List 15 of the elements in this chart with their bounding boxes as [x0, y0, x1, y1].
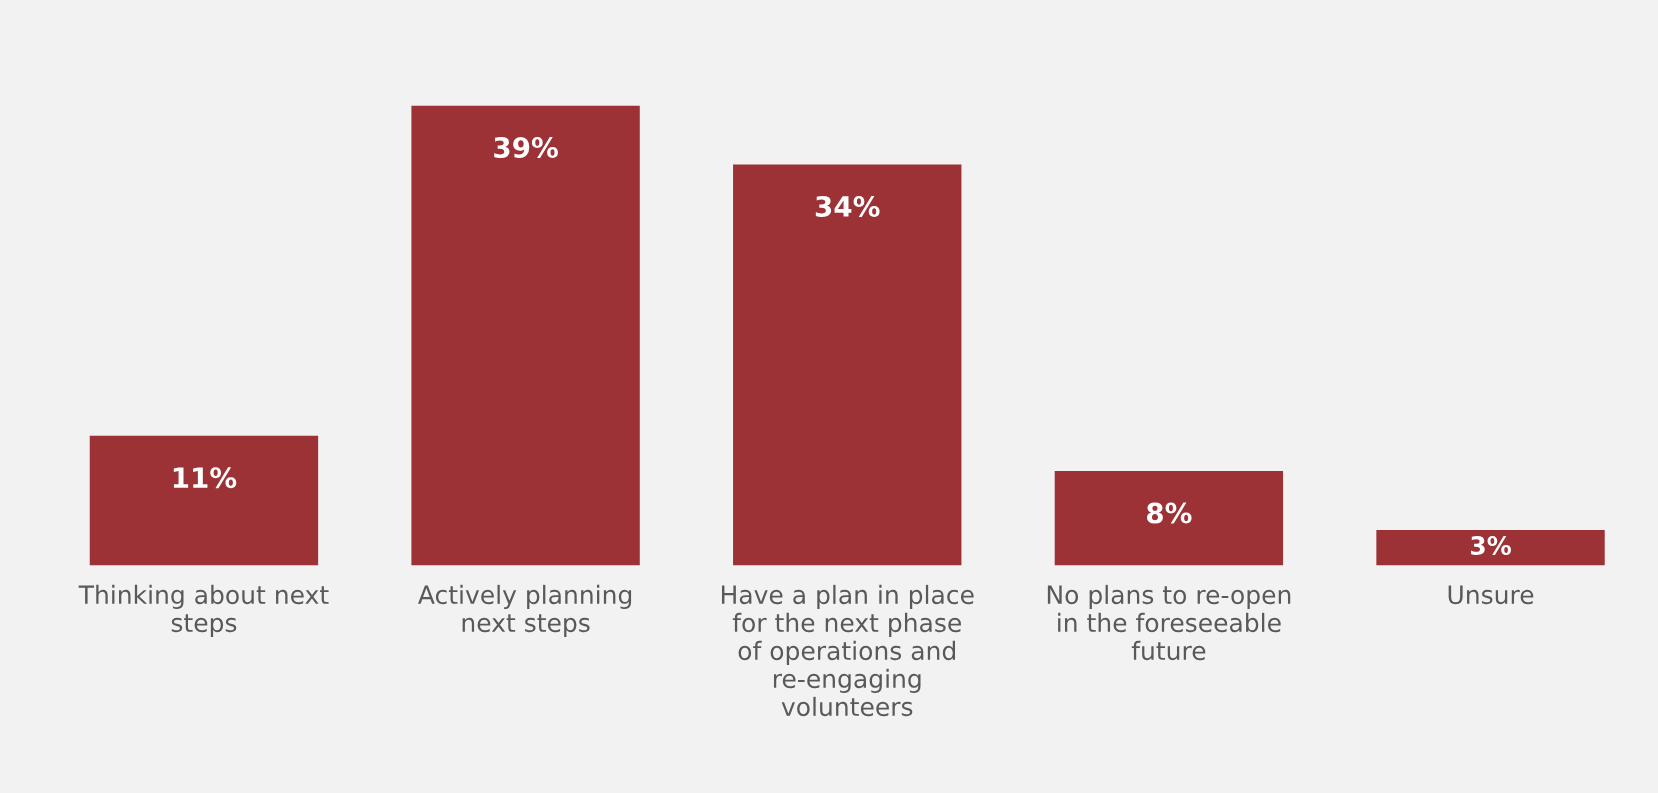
bar [89, 435, 319, 566]
data-label: 11% [173, 467, 237, 489]
bar [733, 164, 962, 566]
x-tick-label: No plans to re-open in the foreseeable future [1047, 584, 1291, 661]
bar [1054, 471, 1284, 566]
x-tick-label: Actively planning next steps [418, 584, 632, 638]
bar [1376, 530, 1605, 566]
data-label: 3% [1470, 536, 1511, 555]
data-label: 39% [494, 136, 558, 158]
data-label: 34% [815, 195, 880, 217]
x-tick-label: Thinking about next steps [78, 584, 329, 638]
x-tick-label: Unsure [1448, 585, 1534, 605]
data-label: 8% [1147, 502, 1192, 524]
x-tick-label: Have a plan in place for the next phase of operations and re-engaging volunteers [721, 584, 974, 717]
bar [411, 105, 640, 566]
